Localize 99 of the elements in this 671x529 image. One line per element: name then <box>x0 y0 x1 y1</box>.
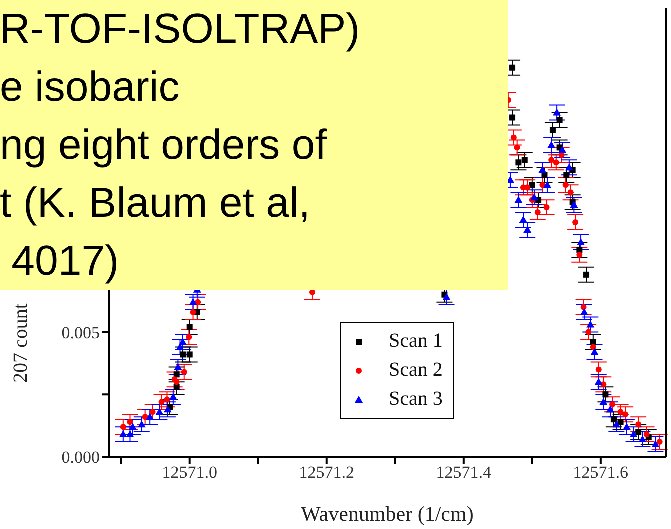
point <box>622 412 629 418</box>
point <box>544 204 550 211</box>
point <box>548 141 556 148</box>
point <box>602 392 609 398</box>
point <box>576 252 583 258</box>
point <box>656 439 663 446</box>
point <box>156 408 164 416</box>
annotation: 4017) <box>10 236 120 286</box>
annotation: t (K. Blaum et al, <box>0 178 312 228</box>
point <box>128 423 137 430</box>
point <box>522 157 528 164</box>
point <box>120 424 126 430</box>
point <box>126 430 134 438</box>
annotation: R-TOF-ISOLTRAP) <box>0 4 362 54</box>
point <box>580 308 588 316</box>
point <box>610 416 617 423</box>
point <box>586 329 592 336</box>
point <box>174 372 180 378</box>
point <box>548 157 555 164</box>
point <box>572 220 579 226</box>
point <box>174 363 182 370</box>
x-tick-label: 12571.4 <box>436 463 492 482</box>
point <box>565 164 574 171</box>
point <box>138 420 146 428</box>
point <box>164 406 172 413</box>
point <box>174 384 180 390</box>
point <box>530 194 538 201</box>
point <box>442 293 451 300</box>
point <box>570 201 578 208</box>
point <box>519 216 528 224</box>
point <box>524 226 532 234</box>
point <box>618 419 624 426</box>
point <box>189 298 198 306</box>
point <box>514 144 520 151</box>
y-tick-label: 0.005 <box>62 323 100 342</box>
point <box>558 146 567 154</box>
point <box>150 409 156 416</box>
point <box>514 196 523 204</box>
point <box>652 440 660 448</box>
point <box>586 320 595 328</box>
point <box>169 393 178 400</box>
point <box>644 432 650 438</box>
point <box>636 429 642 436</box>
point <box>180 352 186 358</box>
point <box>538 166 547 174</box>
point <box>568 190 574 196</box>
point <box>174 379 180 386</box>
y-axis-title: 207 count <box>10 303 32 383</box>
annotation: e isobaric <box>0 62 181 112</box>
point <box>186 352 193 358</box>
point <box>553 108 562 116</box>
point <box>553 160 560 166</box>
point <box>636 422 642 428</box>
y-tick-label: 0.000 <box>62 448 100 468</box>
legend-label: Scan 3 <box>389 388 443 411</box>
point <box>590 348 599 356</box>
point <box>178 338 187 346</box>
annotation: ng eight orders of <box>0 120 328 170</box>
x-tick-label: 12571.6 <box>573 463 629 482</box>
x-axis-title: Wavenumber (1/cm) <box>301 502 474 526</box>
point <box>529 182 536 188</box>
point <box>610 402 616 408</box>
legend-label: Scan 1 <box>389 330 443 353</box>
point <box>510 64 516 71</box>
point <box>630 430 638 438</box>
point <box>540 182 546 188</box>
point <box>594 378 603 386</box>
point <box>510 134 517 141</box>
point <box>577 238 586 246</box>
point <box>596 366 602 373</box>
x-tick-label: 12571.0 <box>162 463 218 482</box>
point <box>119 430 128 438</box>
point <box>556 117 563 124</box>
point <box>534 210 541 216</box>
point <box>164 396 170 403</box>
point <box>186 324 193 330</box>
point <box>146 413 154 420</box>
point <box>618 409 624 416</box>
legend-label: Scan 2 <box>389 359 443 382</box>
point <box>564 172 570 178</box>
point <box>562 182 569 188</box>
point <box>195 299 202 306</box>
point <box>584 272 590 278</box>
point <box>158 399 165 406</box>
point <box>576 246 583 253</box>
x-tick-label: 12571.2 <box>299 463 354 482</box>
point <box>127 419 134 426</box>
point <box>186 334 192 340</box>
point <box>638 436 647 443</box>
point <box>181 369 188 376</box>
point <box>190 309 196 316</box>
point <box>550 127 556 134</box>
point <box>612 420 621 428</box>
point <box>622 423 631 430</box>
point <box>600 398 608 406</box>
point <box>516 160 522 166</box>
point <box>543 181 552 188</box>
point <box>606 406 615 413</box>
point <box>510 114 516 121</box>
